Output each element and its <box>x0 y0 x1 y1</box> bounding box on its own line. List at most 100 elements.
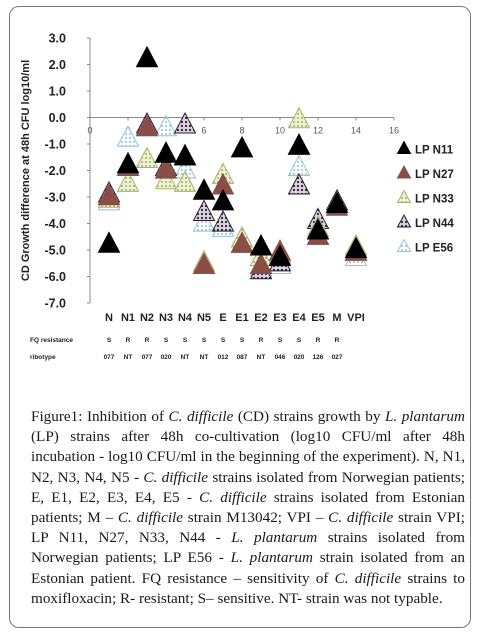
caption-italic-text: C. difficile <box>117 509 184 527</box>
marker-lp-n11 <box>344 236 368 259</box>
marker-lp-n33 <box>116 170 140 192</box>
marker-lp-n11 <box>173 143 197 166</box>
marker-lp-n33 <box>287 106 311 129</box>
fq-value: S <box>107 337 112 344</box>
x-tick-label: 8 <box>239 126 244 136</box>
y-tick-label: -1.0 <box>44 138 66 152</box>
legend-marker <box>396 140 412 155</box>
caption-italic-text: C. difficile <box>199 488 267 506</box>
marker-lp-n27 <box>192 252 216 274</box>
marker-lp-e56 <box>154 114 178 137</box>
marker-lp-n27 <box>249 252 273 274</box>
legend-label: LP N44 <box>415 218 454 230</box>
caption-italic-text: L. plantarum <box>384 408 465 425</box>
marker-lp-n11 <box>211 188 235 211</box>
marker-lp-e56 <box>116 125 140 147</box>
caption-lead: Figure1: <box>31 408 83 425</box>
fq-value: R <box>316 337 321 344</box>
marker-lp-n11 <box>154 141 178 163</box>
marker-lp-e56 <box>192 210 216 232</box>
y-tick-label: -4.0 <box>44 217 66 231</box>
marker-lp-n33 <box>135 146 159 168</box>
legend-marker <box>396 238 412 253</box>
caption-text: (LP) strains after 48h co-cultivation (l… <box>31 428 465 486</box>
marker-lp-e56 <box>287 154 311 176</box>
fq-value: S <box>202 337 207 344</box>
legend-label: LP N33 <box>415 194 454 206</box>
ribotype-row-label: ribotype <box>30 354 56 361</box>
ribotype-value: 077 <box>142 354 153 361</box>
ribotype-value: 126 <box>313 354 324 361</box>
fq-value: S <box>278 337 283 344</box>
caption-text: (CD) strains growth by <box>233 408 385 425</box>
y-tick-label: -3.0 <box>44 191 66 205</box>
marker-lp-n33 <box>173 170 197 192</box>
marker-lp-n27 <box>135 114 159 137</box>
x-tick-label: 6 <box>201 126 206 136</box>
marker-lp-n11 <box>325 191 349 214</box>
ribotype-value: 027 <box>332 354 343 361</box>
x-tick-label: 12 <box>313 126 323 136</box>
legend-label: LP N27 <box>415 169 454 181</box>
marker-lp-n11 <box>192 178 216 200</box>
y-tick-label: 0.0 <box>49 111 66 125</box>
fq-value: R <box>335 337 340 344</box>
marker-lp-n11 <box>268 244 292 267</box>
data-markers <box>97 45 368 280</box>
category-label: N1 <box>121 312 135 324</box>
fq-value: S <box>164 337 169 344</box>
marker-lp-n27 <box>230 231 254 253</box>
marker-lp-n11 <box>135 45 159 68</box>
ribotype-value: 012 <box>218 354 229 361</box>
fq-value: R <box>259 337 264 344</box>
fq-value: S <box>240 337 245 344</box>
x-tick-label: 10 <box>275 126 285 136</box>
caption-italic-text: C. difficile <box>168 408 234 425</box>
ribotype-value: NT <box>200 354 209 361</box>
ribotype-value: NT <box>124 354 133 361</box>
marker-lp-n11 <box>249 233 273 256</box>
y-tick-label: 1.0 <box>49 85 66 99</box>
category-label: E5 <box>311 312 324 324</box>
y-tick-label: 3.0 <box>49 32 66 46</box>
y-tick-label: -6.0 <box>44 270 66 284</box>
ribotype-value: 020 <box>161 354 172 361</box>
marker-lp-n27 <box>97 183 121 206</box>
category-label: E4 <box>292 312 306 324</box>
marker-lp-n44 <box>192 199 216 221</box>
caption-italic-text: C. difficile <box>328 509 394 527</box>
category-label: N3 <box>159 312 173 324</box>
y-tick-label: -2.0 <box>44 164 66 178</box>
fq-value: S <box>297 337 302 344</box>
legend-label: LP N11 <box>415 145 454 157</box>
figure-caption: Figure1: Inhibition of C. difficile (CD)… <box>31 407 465 609</box>
caption-italic-text: L. plantarum <box>231 529 318 547</box>
y-tick-label: -7.0 <box>44 297 66 311</box>
category-label: VPI <box>347 312 365 324</box>
caption-text: strains isolated from Norwegian patients… <box>31 529 465 567</box>
caption-text: strains to moxifloxacin; R- resistant; S… <box>31 569 465 607</box>
marker-lp-n44 <box>173 111 197 134</box>
x-tick-label: 14 <box>351 126 361 136</box>
category-label: E <box>219 312 226 324</box>
x-tick-label: 16 <box>389 126 399 136</box>
category-label: N2 <box>140 312 154 324</box>
ribotype-value: 020 <box>294 354 305 361</box>
category-label: N <box>105 312 113 324</box>
category-label: E3 <box>273 312 286 324</box>
y-axis-title: CD Growth difference at 48h CFU log10/ml <box>20 60 32 281</box>
caption-text: strain VPI; LP N11, N27, N33, N44 - <box>31 509 465 547</box>
marker-lp-n11 <box>230 135 254 158</box>
legend-marker <box>396 189 412 204</box>
fq-value: R <box>126 337 131 344</box>
marker-lp-n11 <box>97 231 121 253</box>
fq-value: S <box>183 337 188 344</box>
marker-lp-n27 <box>154 157 178 179</box>
ribotype-value: 046 <box>275 354 286 361</box>
caption-text: strains isolated from Norwegian patients… <box>31 468 465 506</box>
y-tick-label: 2.0 <box>49 58 66 72</box>
fq-value: R <box>145 337 150 344</box>
caption-text: Inhibition of <box>82 408 169 425</box>
fq-row-label: FQ resistance <box>30 337 73 344</box>
figure-frame <box>9 6 471 628</box>
